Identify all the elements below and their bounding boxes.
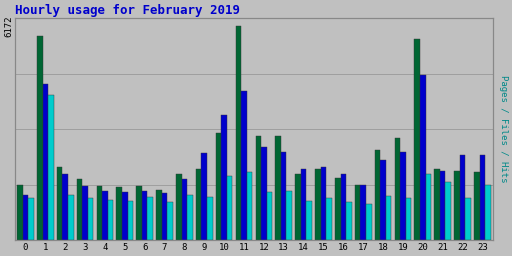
Bar xyxy=(340,174,346,240)
Bar xyxy=(395,138,400,240)
Bar xyxy=(176,174,182,240)
Bar xyxy=(460,155,465,240)
Bar xyxy=(97,186,102,240)
Bar xyxy=(366,204,372,240)
Bar xyxy=(326,198,332,240)
Bar xyxy=(440,171,445,240)
Bar xyxy=(400,152,406,240)
Bar xyxy=(182,179,187,240)
Bar xyxy=(48,94,54,240)
Bar xyxy=(360,185,366,240)
Bar xyxy=(216,133,221,240)
Bar xyxy=(445,182,451,240)
Bar xyxy=(355,185,360,240)
Bar xyxy=(267,191,272,240)
Bar xyxy=(147,197,153,240)
Bar xyxy=(196,169,202,240)
Bar xyxy=(202,153,207,240)
Bar xyxy=(315,169,321,240)
Y-axis label: Pages / Files / Hits: Pages / Files / Hits xyxy=(499,76,508,183)
Bar xyxy=(57,167,62,240)
Bar xyxy=(236,26,241,240)
Bar xyxy=(420,76,425,240)
Bar xyxy=(480,155,485,240)
Bar xyxy=(406,198,411,240)
Bar xyxy=(425,174,431,240)
Bar xyxy=(37,36,42,240)
Bar xyxy=(136,186,142,240)
Bar xyxy=(454,171,460,240)
Bar xyxy=(142,191,147,240)
Bar xyxy=(88,198,93,240)
Bar xyxy=(375,150,380,240)
Bar xyxy=(306,201,312,240)
Bar xyxy=(275,136,281,240)
Bar xyxy=(28,198,34,240)
Bar xyxy=(335,178,340,240)
Bar xyxy=(221,115,227,240)
Bar xyxy=(227,176,232,240)
Bar xyxy=(116,187,122,240)
Bar xyxy=(261,146,267,240)
Bar xyxy=(156,190,162,240)
Bar xyxy=(287,190,292,240)
Bar xyxy=(162,193,167,240)
Bar xyxy=(485,185,490,240)
Bar xyxy=(386,196,391,240)
Bar xyxy=(207,197,212,240)
Bar xyxy=(187,195,193,240)
Bar xyxy=(474,173,480,240)
Bar xyxy=(42,84,48,240)
Bar xyxy=(102,191,108,240)
Bar xyxy=(62,174,68,240)
Bar xyxy=(380,160,386,240)
Text: Hourly usage for February 2019: Hourly usage for February 2019 xyxy=(14,4,240,17)
Bar xyxy=(122,191,127,240)
Bar xyxy=(414,39,420,240)
Bar xyxy=(247,173,252,240)
Bar xyxy=(255,136,261,240)
Bar xyxy=(241,91,247,240)
Bar xyxy=(465,198,471,240)
Bar xyxy=(295,174,301,240)
Bar xyxy=(68,195,74,240)
Bar xyxy=(77,179,82,240)
Bar xyxy=(82,186,88,240)
Bar xyxy=(23,195,28,240)
Bar xyxy=(17,185,23,240)
Bar xyxy=(321,167,326,240)
Bar xyxy=(167,202,173,240)
Bar xyxy=(346,202,352,240)
Bar xyxy=(127,201,133,240)
Bar xyxy=(434,169,440,240)
Bar xyxy=(108,200,113,240)
Bar xyxy=(281,152,287,240)
Bar xyxy=(301,169,306,240)
